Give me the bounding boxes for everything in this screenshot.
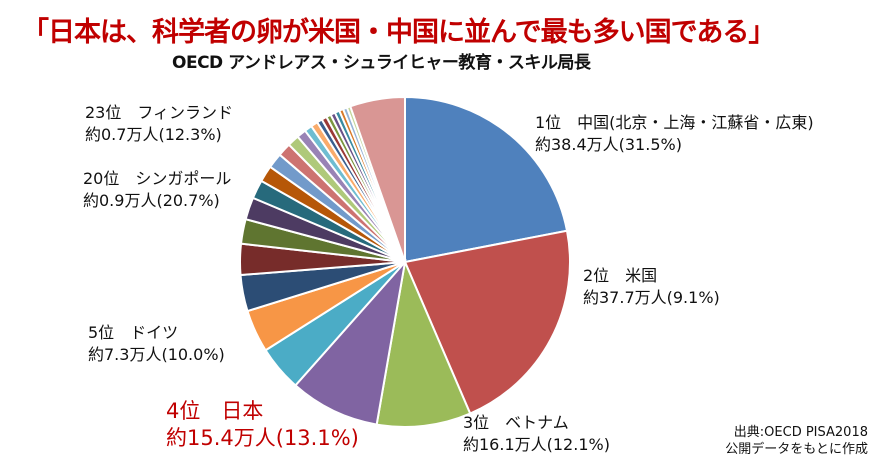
label-vietnam: 3位 ベトナム 約16.1万人(12.1%) <box>463 412 610 456</box>
pie-slice-27 <box>349 95 406 263</box>
pie-slice-2 <box>403 229 571 415</box>
source-line-2: 公開データをもとに作成 <box>725 442 868 457</box>
label-vietnam-rank: 3位 ベトナム <box>463 413 569 432</box>
label-japan-rank: 4位 日本 <box>166 399 264 423</box>
label-china-rank: 1位 中国(北京・上海・江蘇省・広東) <box>535 113 814 132</box>
label-finland: 23位 フィンランド 約0.7万人(12.3%) <box>85 102 233 146</box>
label-singapore-rank: 20位 シンガポール <box>83 169 232 188</box>
chart-subtitle: OECD アンドレアス・シュライヒャー教育・スキル局長 <box>172 53 591 73</box>
chart-title: 「日本は、科学者の卵が米国・中国に並んで最も多い国である」 <box>22 17 775 48</box>
label-china-value: 約38.4万人(31.5%) <box>535 135 682 154</box>
label-singapore: 20位 シンガポール 約0.9万人(20.7%) <box>83 168 231 212</box>
label-usa-value: 約37.7万人(9.1%) <box>583 288 720 307</box>
pie-slice-1 <box>404 95 569 264</box>
label-germany-value: 約7.3万人(10.0%) <box>88 345 225 364</box>
label-finland-value: 約0.7万人(12.3%) <box>85 125 222 144</box>
source-note: 出典:OECD PISA2018 公開データをもとに作成 <box>725 424 868 458</box>
label-japan-value: 約15.4万人(13.1%) <box>166 426 359 450</box>
label-usa-rank: 2位 米国 <box>583 266 658 285</box>
label-usa: 2位 米国 約37.7万人(9.1%) <box>583 265 720 309</box>
label-finland-rank: 23位 フィンランド <box>85 103 234 122</box>
label-germany-rank: 5位 ドイツ <box>88 323 179 342</box>
label-japan: 4位 日本 約15.4万人(13.1%) <box>166 398 359 452</box>
label-vietnam-value: 約16.1万人(12.1%) <box>463 435 610 454</box>
label-singapore-value: 約0.9万人(20.7%) <box>83 191 220 210</box>
label-germany: 5位 ドイツ 約7.3万人(10.0%) <box>88 322 225 366</box>
label-china: 1位 中国(北京・上海・江蘇省・広東) 約38.4万人(31.5%) <box>535 112 814 156</box>
pie-slice-3 <box>375 258 472 428</box>
pie-slice-4 <box>294 258 407 426</box>
source-line-1: 出典:OECD PISA2018 <box>733 425 868 440</box>
